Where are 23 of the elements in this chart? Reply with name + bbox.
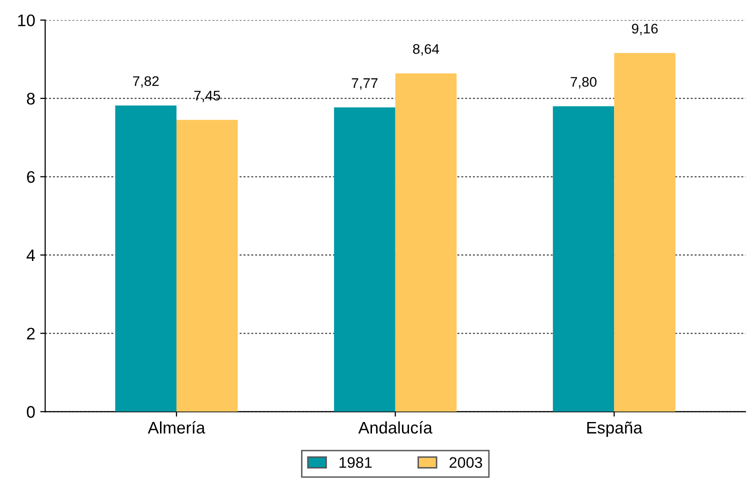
x-tick-label: Almería [148,421,206,434]
data-label: 7,77 [352,78,378,90]
data-label: 7,82 [133,76,159,88]
y-tick-label: 6 [27,171,35,183]
y-tick-label: 8 [26,92,35,105]
bar [176,120,238,412]
y-tick-label: 0 [26,406,35,418]
y-tick-label: 2 [27,328,35,340]
bar [334,107,396,412]
legend-label: 1981 [340,457,372,468]
data-label: 9,16 [632,24,658,36]
bar [614,52,676,412]
bar [552,106,614,412]
x-tick-label: Andalucía [358,421,432,434]
bar [115,105,176,412]
data-label: 7,80 [570,76,596,88]
data-label: 8,64 [413,44,440,56]
legend-label: 2003 [450,457,482,468]
y-tick-label: 10 [18,14,35,26]
data-label: 7,45 [194,90,220,102]
y-tick-label: 4 [26,250,35,262]
x-tick-label: España [587,421,642,437]
bar [395,73,457,412]
